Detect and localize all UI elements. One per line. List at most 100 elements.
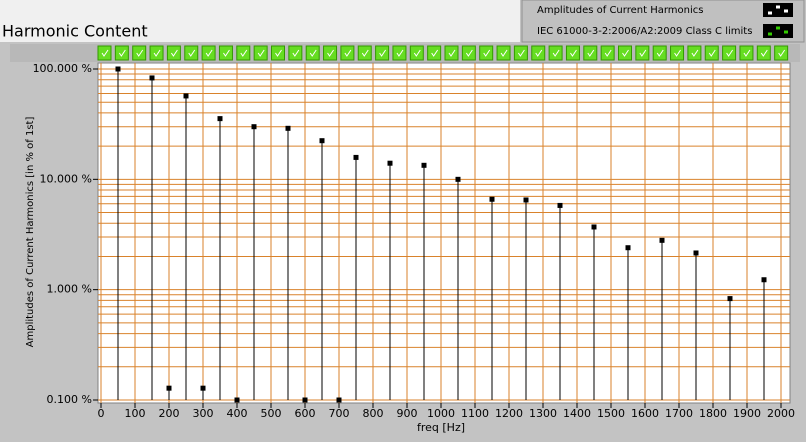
point	[336, 397, 342, 403]
point	[200, 385, 206, 391]
led-check	[223, 49, 230, 57]
led-check	[431, 49, 439, 57]
led-check	[535, 49, 543, 57]
led	[583, 45, 598, 61]
point	[353, 154, 359, 160]
led-check	[188, 49, 196, 57]
legend-swatch	[763, 24, 793, 38]
x-tick-label: 900	[397, 407, 418, 420]
legend-label: Amplitudes of Current Harmonics	[537, 5, 703, 16]
led	[184, 45, 199, 61]
x-tick-label: 700	[329, 407, 350, 420]
x-tick-label: 800	[363, 407, 384, 420]
led-check	[309, 49, 317, 57]
led-check	[205, 49, 213, 57]
x-tick-label: 600	[295, 407, 316, 420]
led-check	[240, 49, 248, 57]
led	[565, 45, 580, 61]
x-tick-label: 1800	[699, 407, 727, 420]
title-bar	[0, 0, 520, 42]
led-check	[656, 49, 664, 57]
point	[166, 385, 172, 391]
point	[557, 202, 563, 208]
x-tick-label: 1700	[665, 407, 693, 420]
x-tick-label: 2000	[767, 407, 795, 420]
led-check	[500, 49, 508, 57]
x-tick-label: 1900	[733, 407, 761, 420]
point	[217, 116, 223, 122]
led	[531, 45, 546, 61]
point	[302, 397, 308, 403]
plot-area	[97, 62, 791, 404]
y-tick-label: 100.000 %	[33, 62, 92, 75]
led	[479, 45, 494, 61]
y-tick-label: 0.100 %	[47, 393, 92, 406]
x-tick-label: 300	[193, 407, 214, 420]
led-check	[379, 49, 387, 57]
x-tick-label: 1000	[427, 407, 455, 420]
led	[774, 45, 789, 61]
led	[340, 45, 355, 61]
led	[600, 45, 615, 61]
led	[618, 45, 632, 61]
x-tick-label: 1100	[461, 407, 489, 420]
led	[253, 45, 268, 61]
led	[132, 45, 147, 61]
led-check	[396, 49, 404, 57]
led-check	[170, 49, 178, 57]
led	[427, 45, 442, 61]
led-check	[674, 49, 681, 57]
point	[115, 66, 121, 72]
led-check	[726, 49, 734, 57]
led-check	[604, 49, 612, 57]
led-check	[327, 49, 334, 57]
led	[739, 45, 754, 61]
led	[236, 45, 251, 61]
led	[218, 45, 233, 61]
led-check	[136, 49, 144, 57]
x-tick-label: 1400	[563, 407, 591, 420]
led	[271, 45, 285, 61]
point	[251, 124, 257, 130]
led-check	[639, 49, 647, 57]
point	[183, 93, 189, 99]
led-check	[517, 49, 525, 57]
led	[149, 45, 164, 61]
legend-swatch	[763, 3, 793, 17]
x-tick-label: 100	[125, 407, 146, 420]
point	[285, 125, 291, 131]
led-check	[622, 49, 629, 57]
point	[489, 196, 495, 202]
point	[659, 237, 665, 243]
led-check	[413, 49, 421, 57]
led	[635, 45, 650, 61]
x-tick-label: 400	[227, 407, 248, 420]
led	[704, 45, 719, 61]
led	[687, 45, 702, 61]
led	[513, 45, 528, 61]
y-tick-label: 1.000 %	[47, 283, 92, 296]
led	[444, 45, 459, 61]
led-check	[153, 49, 161, 57]
led	[461, 45, 476, 61]
led-check	[257, 49, 265, 57]
point	[387, 160, 393, 166]
legend-symbol	[768, 26, 788, 36]
led-check	[275, 49, 282, 57]
x-axis-label: freq [Hz]	[417, 421, 465, 434]
led	[201, 45, 216, 61]
led-check	[587, 49, 595, 57]
led-check	[292, 49, 300, 57]
x-tick-label: 0	[98, 407, 105, 420]
led-check	[708, 49, 716, 57]
led-check	[760, 49, 768, 57]
point	[693, 250, 699, 256]
led	[97, 45, 112, 61]
led-check	[344, 49, 352, 57]
led-check	[101, 49, 109, 57]
y-tick-label: 10.000 %	[40, 172, 92, 185]
legend-symbol	[768, 5, 788, 15]
point	[319, 138, 325, 144]
